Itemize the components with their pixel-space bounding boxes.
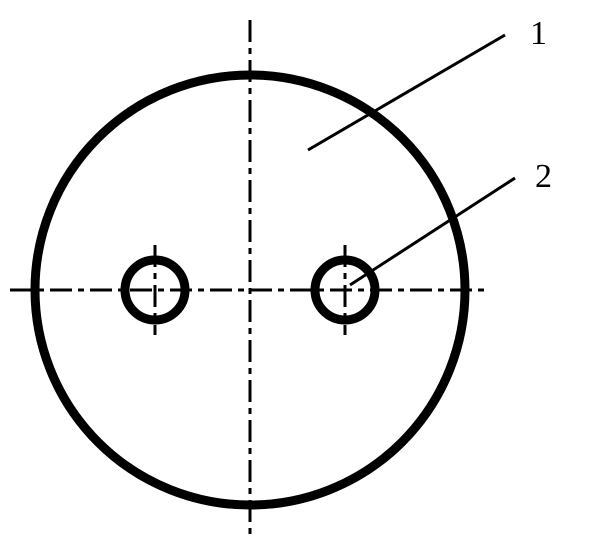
label-2: 2 — [535, 158, 552, 196]
label-1: 1 — [530, 15, 547, 53]
leader-2 — [350, 178, 515, 285]
diagram-svg — [0, 0, 591, 544]
diagram-canvas: 1 2 — [0, 0, 591, 544]
